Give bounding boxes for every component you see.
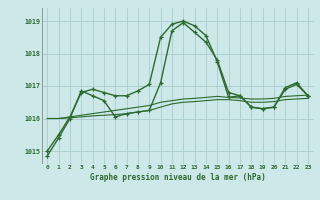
X-axis label: Graphe pression niveau de la mer (hPa): Graphe pression niveau de la mer (hPa): [90, 173, 266, 182]
